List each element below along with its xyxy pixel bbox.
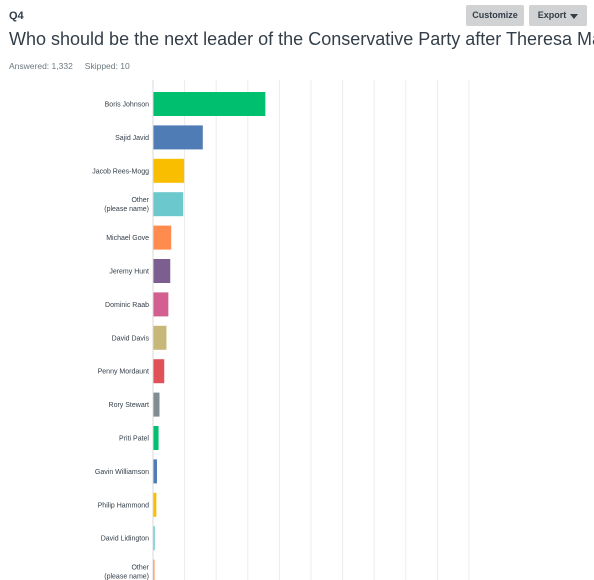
category-label: Other (please name) [104,565,149,580]
category-label: Gavin Williamson [95,469,149,476]
category-label: Rory Stewart [109,402,150,409]
category-label: Other (please name) [104,197,149,213]
caret-down-icon [570,13,579,19]
bar-chart: Boris Johnson Sajid Javid Jacob Rees-Mogg O… [92,80,470,580]
bar[interactable] [153,526,155,551]
category-label: Jeremy Hunt [109,269,149,276]
export-button[interactable]: Export [529,5,587,26]
category-label: David Davis [112,335,150,342]
skipped-count: Skipped: 10 [84,61,130,71]
bar[interactable] [153,459,157,484]
toolbar: Customize Export [466,5,587,26]
category-label: Boris Johnson [105,102,149,109]
bar[interactable] [153,426,159,450]
export-label: Export [537,10,567,20]
bar[interactable] [153,359,165,384]
category-label: David Lidington [101,536,149,543]
bar[interactable] [153,559,155,580]
category-label: Sajid Javid [115,135,149,142]
question-title: Who should be the next leader of the Con… [9,29,594,49]
bar[interactable] [153,125,203,150]
category-label: Philip Hammond [98,502,149,509]
bar[interactable] [153,292,169,317]
category-label: Priti Patel [119,436,149,443]
category-label: Penny Mordaunt [98,369,149,376]
bar[interactable] [153,92,266,116]
customize-button[interactable]: Customize [466,5,524,26]
bar[interactable] [153,325,167,350]
bar[interactable] [153,225,172,250]
bar[interactable] [153,259,171,283]
customize-label: Customize [472,10,518,20]
category-label: Dominic Raab [105,302,149,309]
answered-count: Answered: 1,332 [9,61,73,71]
bar[interactable] [153,192,184,217]
category-label: Michael Gove [106,235,149,242]
question-number: Q4 [9,10,24,22]
response-stats: Answered: 1,332 Skipped: 10 [9,61,130,71]
bar[interactable] [153,392,160,417]
bar[interactable] [153,158,185,183]
bar[interactable] [153,492,157,517]
category-label: Jacob Rees-Mogg [92,168,149,175]
